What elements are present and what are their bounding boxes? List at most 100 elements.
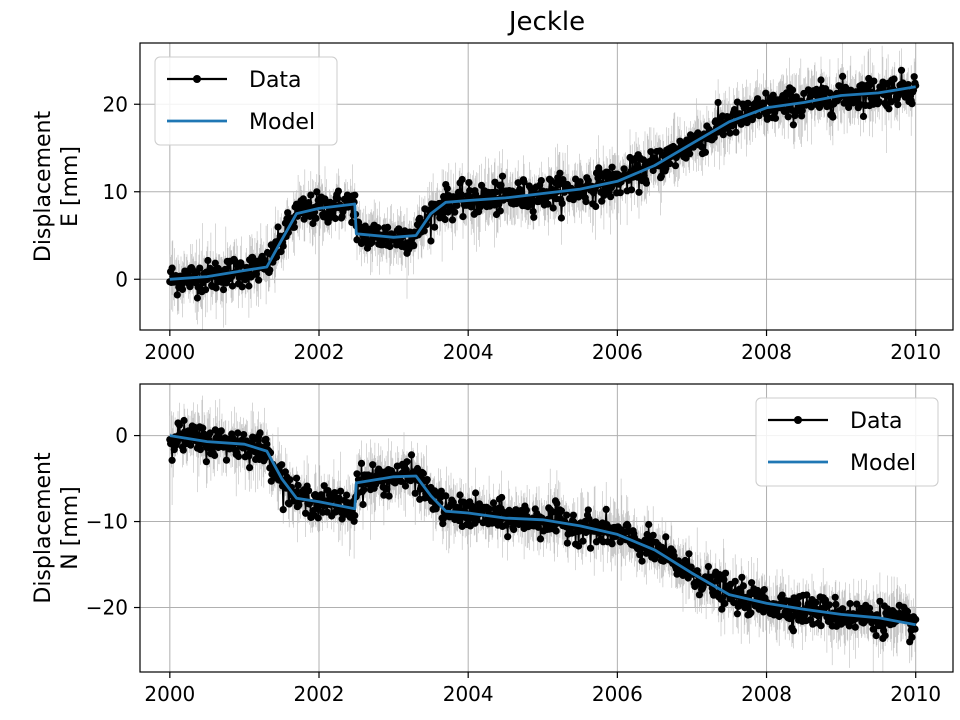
data-point — [579, 537, 587, 545]
data-point — [455, 517, 463, 525]
data-point — [175, 421, 184, 429]
data-point — [686, 150, 694, 158]
data-point — [890, 75, 898, 83]
data-point — [437, 487, 445, 495]
data-point — [465, 179, 473, 187]
data-point — [353, 470, 361, 478]
data-point — [173, 291, 181, 299]
data-point — [558, 199, 566, 207]
data-point — [331, 489, 339, 497]
legend-label-data: Data — [850, 409, 903, 434]
data-point — [522, 506, 531, 514]
data-point — [202, 286, 210, 294]
data-point — [698, 143, 706, 151]
data-point — [196, 446, 204, 454]
y-tick-label: 20 — [103, 92, 128, 116]
data-point — [279, 506, 287, 514]
data-point — [202, 458, 210, 466]
data-point — [635, 188, 643, 196]
data-point — [449, 498, 457, 506]
data-point — [620, 165, 628, 173]
data-point — [592, 202, 600, 211]
data-point — [309, 219, 317, 228]
data-point — [351, 511, 359, 520]
y-tick-label: −10 — [86, 510, 128, 534]
data-point — [278, 461, 286, 469]
data-point — [826, 89, 834, 97]
data-point — [478, 181, 486, 189]
data-point — [302, 509, 310, 517]
data-point — [553, 499, 561, 508]
data-point — [419, 469, 427, 478]
data-point — [305, 487, 313, 495]
legend-label-model: Model — [249, 110, 315, 135]
data-point — [817, 622, 825, 630]
data-point — [846, 600, 854, 608]
east-displacement-panel: 2000 2002 2004 2006 2008 2010 0 10 20 Displacemen… — [31, 42, 954, 364]
data-point — [457, 191, 466, 199]
axes-frame — [139, 42, 954, 331]
data-point — [222, 456, 231, 464]
data-point — [498, 172, 507, 180]
x-tick-label: 2002 — [294, 340, 345, 364]
data-point — [534, 523, 542, 531]
data-point — [548, 508, 557, 516]
data-point — [492, 188, 500, 196]
data-point — [662, 533, 670, 541]
data-point — [510, 525, 518, 534]
data-point — [337, 487, 345, 495]
data-point — [383, 485, 391, 493]
data-point — [910, 73, 918, 81]
data-point — [812, 598, 820, 607]
data-point — [645, 520, 653, 529]
data-point — [714, 98, 722, 107]
data-point — [504, 533, 512, 541]
data-point — [252, 270, 260, 278]
data-point — [608, 540, 616, 548]
data-point — [178, 285, 187, 293]
data-point — [552, 527, 560, 535]
x-tick-label: 2006 — [592, 340, 643, 364]
data-point — [199, 424, 207, 432]
data-point — [784, 113, 792, 121]
data-point — [636, 551, 644, 559]
data-point — [719, 131, 727, 139]
data-point — [456, 491, 464, 499]
legend-label-data: Data — [249, 68, 302, 93]
data-point — [307, 191, 315, 199]
north-displacement-panel: 2000 2002 2004 2006 2008 20100−10−20Displacem… — [31, 383, 954, 706]
data-point — [832, 600, 840, 609]
data-point — [317, 491, 325, 499]
data-point — [290, 223, 298, 231]
data-point — [246, 464, 254, 472]
data-point — [314, 514, 322, 522]
data-point — [710, 133, 718, 141]
y-tick-label: 0 — [115, 267, 128, 291]
data-point — [305, 199, 313, 207]
data-point — [760, 586, 768, 594]
data-point — [584, 506, 592, 514]
data-point — [875, 98, 883, 106]
data-point — [442, 492, 450, 500]
data-point — [839, 72, 847, 80]
data-point — [266, 266, 274, 274]
data-point — [274, 223, 282, 231]
data-point — [384, 223, 392, 231]
x-tick-label: 2008 — [741, 340, 792, 364]
y-tick-label: −20 — [86, 596, 128, 620]
data-point — [686, 131, 695, 139]
data-point — [798, 107, 806, 115]
data-point — [238, 283, 246, 291]
data-point — [359, 500, 367, 509]
data-point — [839, 605, 847, 613]
data-point — [903, 607, 912, 616]
data-point — [286, 476, 294, 484]
data-point — [642, 179, 651, 187]
data-point — [549, 204, 557, 212]
legend-data-marker — [794, 416, 802, 424]
model-series-line — [169, 434, 916, 627]
data-point — [638, 557, 646, 565]
data-point — [334, 195, 342, 203]
data-point — [217, 427, 225, 435]
data-point — [881, 632, 889, 640]
